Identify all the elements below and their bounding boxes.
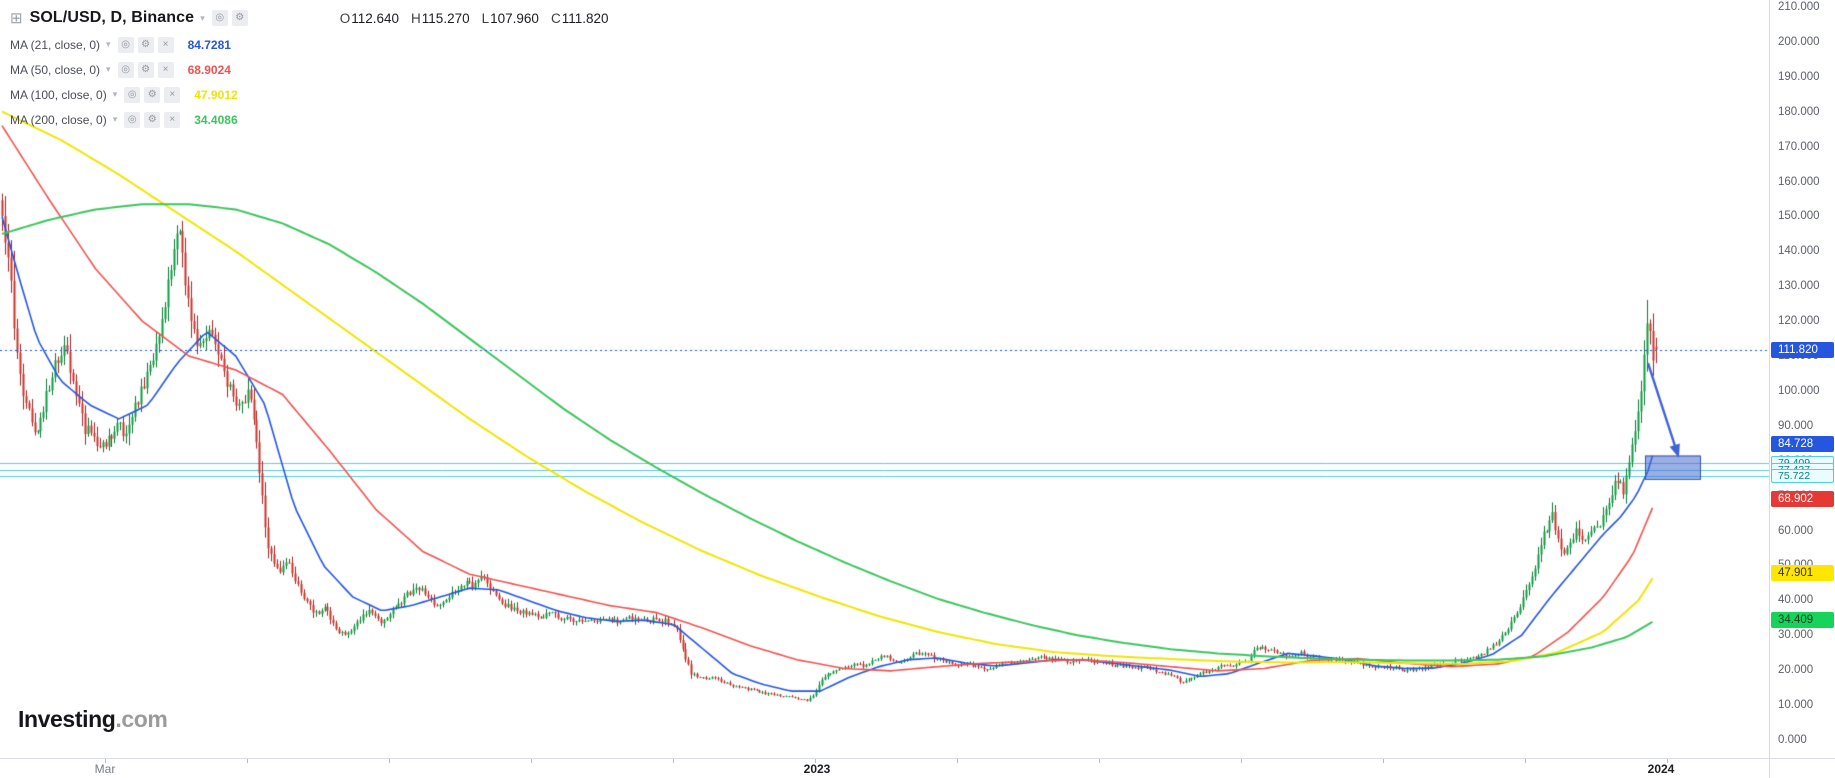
ohlc-low: L107.960 [481,10,539,26]
price-badge-level-75: 75.722 [1771,468,1834,483]
price-tick-label: 40.000 [1778,594,1814,607]
ma-200-value: 34.4086 [194,112,238,127]
time-tick [1383,759,1384,763]
ma-100-value: 47.9012 [194,87,238,102]
time-tick [673,759,674,763]
ma-100-label[interactable]: MA (100, close, 0) [10,87,107,102]
ohlc-high: H115.270 [411,10,470,26]
settings-icon[interactable]: ⚙ [137,36,154,53]
price-tick-label: 90.000 [1778,419,1814,432]
axis-corner [1769,758,1835,778]
eye-icon[interactable]: ◎ [124,86,141,103]
time-tick [957,759,958,763]
time-axis[interactable]: Mar 2023 2024 [0,758,1769,778]
settings-icon[interactable]: ⚙ [231,10,248,26]
logo-domain: .com [115,706,168,732]
price-tick-label: 180.000 [1778,105,1820,118]
ma-50-row: MA (50, close, 0) ▾ ◎ ⚙ × 68.9024 [10,57,608,82]
price-tick-label: 100.000 [1778,384,1820,397]
close-icon[interactable]: × [157,61,174,78]
price-badge-ma-21: 84.728 [1771,436,1834,453]
symbol-title[interactable]: SOL/USD, D, Binance [29,9,195,26]
time-tick [815,759,816,763]
ma-50-label[interactable]: MA (50, close, 0) [10,62,101,77]
ohlc-open: O112.640 [339,10,400,26]
close-icon[interactable]: × [157,36,174,53]
time-tick [247,759,248,763]
price-chart-canvas[interactable] [0,0,1769,758]
settings-icon[interactable]: ⚙ [144,111,161,128]
price-badge-ma-100: 47.901 [1771,564,1834,581]
price-tick-label: 190.000 [1778,70,1820,83]
eye-icon[interactable]: ◎ [117,36,134,53]
price-tick-label: 150.000 [1778,210,1820,223]
time-axis-label: 2024 [1647,762,1675,776]
time-tick [1241,759,1242,763]
price-tick-label: 160.000 [1778,175,1820,188]
price-tick-label: 10.000 [1778,699,1814,712]
price-tick-label: 200.000 [1778,35,1820,48]
ohlc-close: C111.820 [550,10,609,26]
ma-100-row: MA (100, close, 0) ▾ ◎ ⚙ × 47.9012 [10,82,608,107]
ohlc-values: O112.640 H115.270 L107.960 C111.820 [340,11,609,26]
price-tick-label: 20.000 [1778,664,1814,677]
time-tick [1667,759,1668,763]
price-badge-ma-50: 68.902 [1771,491,1834,508]
ma-21-value: 84.7281 [187,37,231,52]
price-tick-label: 60.000 [1778,524,1814,537]
price-scale[interactable]: 0.00010.00020.00030.00040.00050.00060.00… [1769,0,1835,758]
price-badge-current-price: 111.820 [1771,341,1834,358]
ma-21-row: MA (21, close, 0) ▾ ◎ ⚙ × 84.7281 [10,32,608,57]
settings-icon[interactable]: ⚙ [144,86,161,103]
investing-logo: Investing.com [18,706,168,733]
price-badge-ma-200: 34.409 [1771,611,1834,628]
chart-plot-area: ⊞ SOL/USD, D, Binance ▾ ◎ ⚙ O112.640 H11… [0,0,1769,758]
ma-21-label[interactable]: MA (21, close, 0) [10,37,101,52]
time-tick [1525,759,1526,763]
settings-icon[interactable]: ⚙ [137,61,154,78]
time-tick [105,759,106,763]
ma-200-label[interactable]: MA (200, close, 0) [10,112,107,127]
chart-menu-icon[interactable]: ⊞ [10,10,23,27]
time-tick [389,759,390,763]
chevron-down-icon[interactable]: ▾ [106,39,111,49]
chevron-down-icon[interactable]: ▾ [112,114,118,124]
logo-brand: Investing [18,706,116,732]
time-tick [1099,759,1100,763]
price-tick-label: 170.000 [1778,140,1820,153]
close-icon[interactable]: × [164,86,181,103]
eye-icon[interactable]: ◎ [211,10,228,26]
time-axis-label: Mar [94,762,116,776]
time-axis-label: 2023 [803,762,831,776]
ma-200-row: MA (200, close, 0) ▾ ◎ ⚙ × 34.4086 [10,107,608,132]
symbol-legend-row: ⊞ SOL/USD, D, Binance ▾ ◎ ⚙ O112.640 H11… [10,4,608,32]
chevron-down-icon[interactable]: ▾ [112,89,118,99]
price-tick-label: 130.000 [1778,280,1820,293]
price-tick-label: 0.000 [1778,734,1807,746]
close-icon[interactable]: × [164,111,181,128]
ma-50-value: 68.9024 [187,62,231,77]
chevron-down-icon[interactable]: ▾ [200,12,205,23]
chart-legend: ⊞ SOL/USD, D, Binance ▾ ◎ ⚙ O112.640 H11… [10,4,608,132]
price-tick-label: 30.000 [1778,629,1814,642]
time-tick [531,759,532,763]
price-tick-label: 120.000 [1778,315,1820,328]
eye-icon[interactable]: ◎ [124,111,141,128]
price-tick-label: 210.000 [1778,1,1820,13]
price-tick-label: 140.000 [1778,245,1820,258]
chevron-down-icon[interactable]: ▾ [106,64,111,74]
eye-icon[interactable]: ◎ [117,61,134,78]
